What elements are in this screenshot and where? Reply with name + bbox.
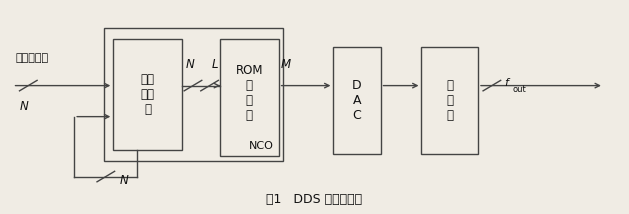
Text: N: N <box>20 101 29 113</box>
Text: M: M <box>281 58 291 71</box>
Bar <box>421 47 478 154</box>
Bar <box>220 39 279 156</box>
Text: L: L <box>211 58 218 71</box>
Text: 滤
波
器: 滤 波 器 <box>446 79 454 122</box>
Text: N: N <box>120 174 128 187</box>
Text: out: out <box>513 85 526 94</box>
Text: NCO: NCO <box>248 141 274 151</box>
Text: 相位
累加
器: 相位 累加 器 <box>141 73 155 116</box>
Text: 频率控制字: 频率控制字 <box>16 53 49 63</box>
Text: $f$: $f$ <box>504 76 512 88</box>
Bar <box>113 39 182 150</box>
Text: D
A
C: D A C <box>352 79 362 122</box>
Text: 图1   DDS 基本原理图: 图1 DDS 基本原理图 <box>267 193 362 205</box>
Text: ROM
查
询
表: ROM 查 询 表 <box>236 64 263 122</box>
Text: N: N <box>186 58 194 71</box>
Bar <box>333 47 381 154</box>
Bar <box>104 28 283 160</box>
